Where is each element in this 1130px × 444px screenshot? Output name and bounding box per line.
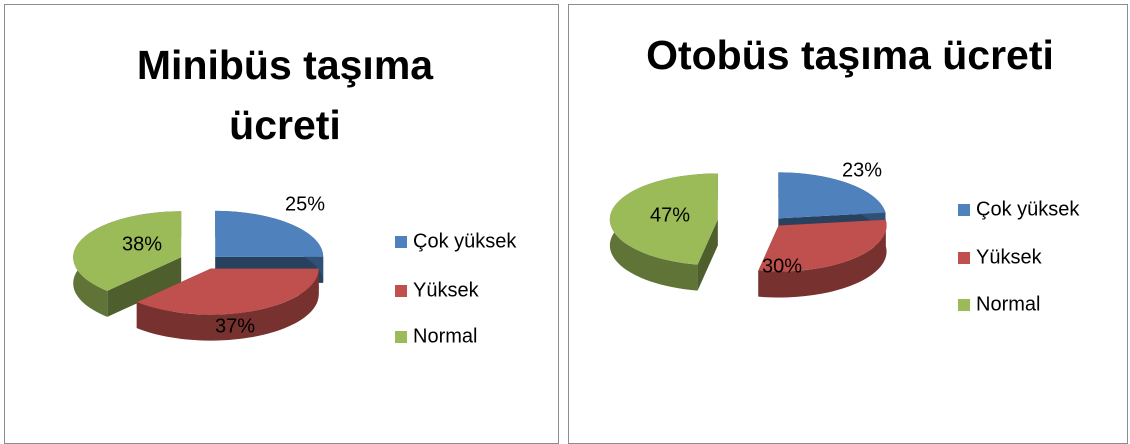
legend-label: Çok yüksek — [413, 230, 517, 252]
data-label: 38% — [122, 233, 162, 255]
legend-label: Çok yüksek — [976, 198, 1080, 220]
pie-slice — [609, 173, 718, 265]
data-label: 25% — [285, 193, 325, 215]
slice-side — [758, 219, 887, 298]
legend-swatch — [958, 252, 970, 264]
legend-label: Yüksek — [413, 279, 480, 301]
pie-slice — [215, 210, 324, 257]
legend-label: Normal — [976, 293, 1040, 315]
page: 25% Çok yüksek 37% Yüksek 38% Normal 23% Çok yü… — [4, 4, 1128, 444]
legend-swatch — [395, 331, 407, 343]
chart-title: Minibüs taşıma ücreti — [136, 42, 434, 148]
slice-side — [136, 268, 319, 341]
charts: 25% Çok yüksek 37% Yüksek 38% Normal 23% Çok yü… — [73, 159, 1080, 347]
slice-side — [107, 257, 182, 317]
legend-label: Normal — [413, 325, 477, 347]
data-label: 23% — [842, 159, 882, 181]
legend-label: Yüksek — [976, 246, 1043, 268]
legend-swatch — [395, 236, 407, 248]
legend-swatch — [958, 204, 970, 216]
chart-title: Otobüs taşıma ücreti — [646, 32, 1054, 78]
data-label: 30% — [762, 255, 802, 277]
legend-swatch — [395, 285, 407, 297]
legend-swatch — [958, 299, 970, 311]
pie-slice — [73, 211, 182, 291]
pie-slice — [758, 219, 887, 272]
slice-side — [697, 219, 718, 291]
pie-slice — [778, 172, 886, 219]
data-label: 37% — [215, 315, 255, 337]
data-label: 47% — [650, 204, 690, 226]
pie-slice — [136, 268, 319, 315]
